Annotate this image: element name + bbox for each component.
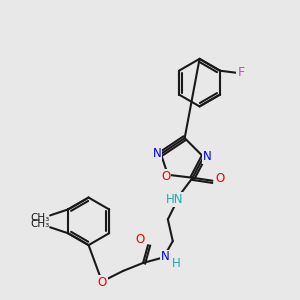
Text: N: N [203, 150, 212, 164]
Text: HN: HN [166, 193, 184, 206]
Text: O: O [98, 276, 107, 289]
Text: N: N [153, 148, 161, 160]
Text: CH₃: CH₃ [31, 219, 50, 229]
Text: F: F [237, 66, 244, 79]
Text: O: O [136, 233, 145, 246]
Text: N: N [160, 250, 169, 263]
Text: O: O [161, 170, 170, 183]
Text: O: O [216, 172, 225, 185]
Text: H: H [172, 257, 181, 270]
Text: CH₃: CH₃ [31, 213, 50, 224]
